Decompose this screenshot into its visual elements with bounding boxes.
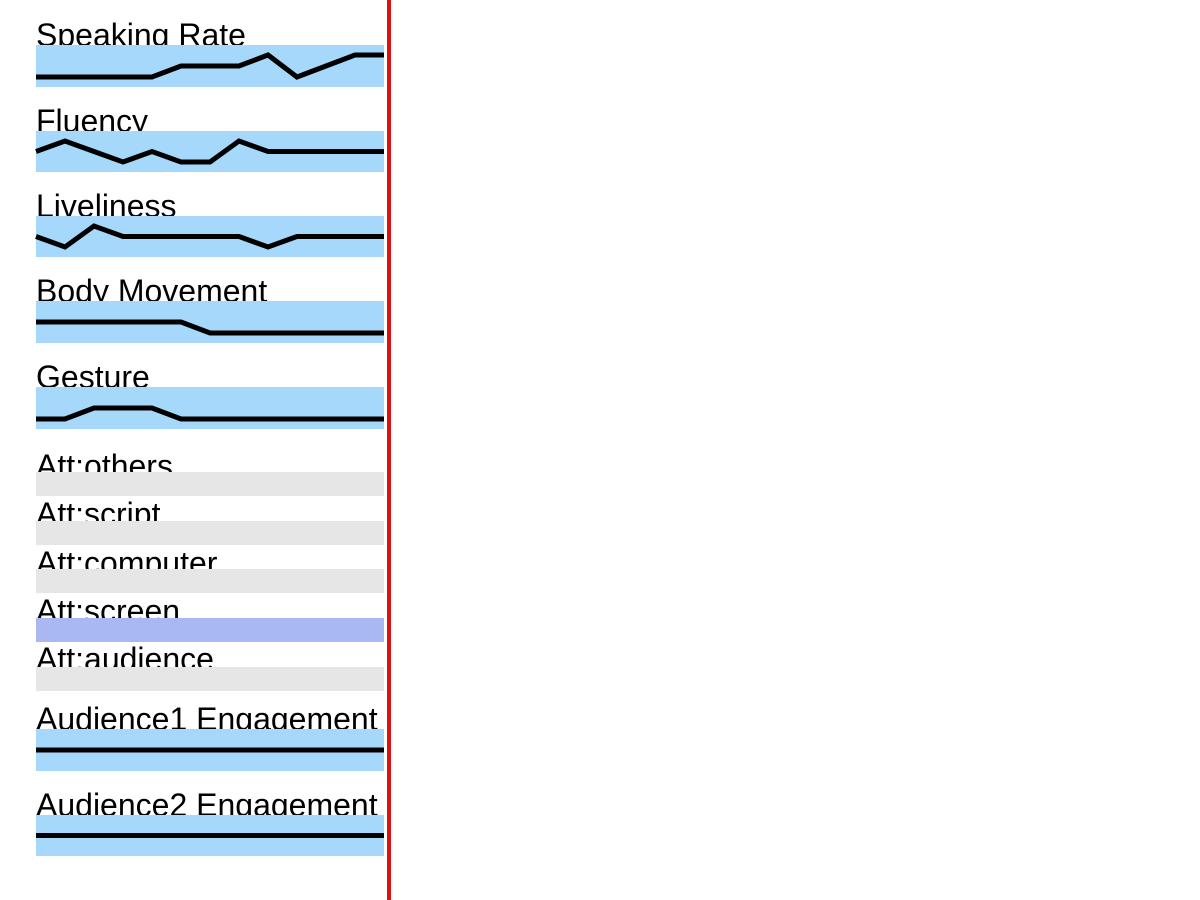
attention-bar-screen[interactable] <box>36 618 384 642</box>
track-line-speaking-rate <box>36 52 384 80</box>
series-line-body-movement <box>36 319 384 336</box>
track-line-body-movement <box>36 319 384 336</box>
track-line-fluency <box>35 138 384 165</box>
attention-bar-audience[interactable] <box>36 667 384 691</box>
track-line-audience2-engagement <box>36 833 384 838</box>
attention-bar-others[interactable] <box>36 472 384 496</box>
series-line-gesture <box>36 405 384 422</box>
track-line-liveliness <box>35 223 384 250</box>
playhead-cursor[interactable] <box>387 0 391 900</box>
attention-bar-script[interactable] <box>36 521 384 545</box>
series-line-liveliness <box>35 223 384 250</box>
attention-bar-computer[interactable] <box>36 569 384 593</box>
track-line-audience1-engagement <box>36 747 384 753</box>
track-line-gesture <box>36 405 384 422</box>
series-line-fluency <box>35 138 384 165</box>
series-line-speaking-rate <box>36 52 384 80</box>
